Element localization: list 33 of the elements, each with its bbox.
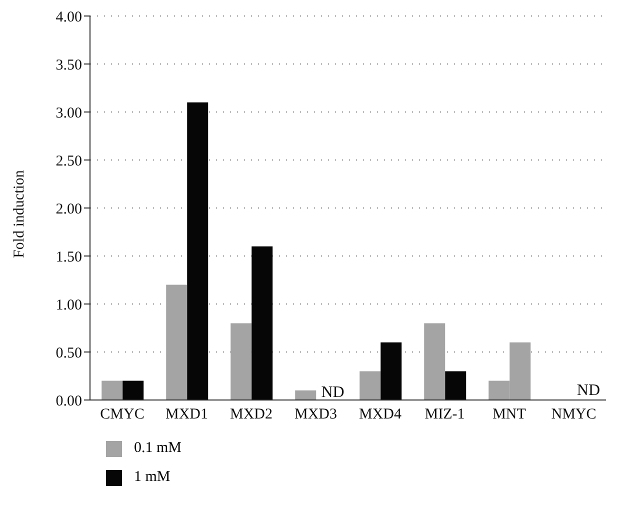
note-text: ND xyxy=(576,382,600,400)
y-tick-label: 3.50 xyxy=(56,57,82,74)
y-tick-label: 4.00 xyxy=(56,9,82,26)
bar xyxy=(445,371,466,400)
bar xyxy=(230,323,252,400)
bar xyxy=(380,342,402,400)
y-tick-label: 2.00 xyxy=(56,201,82,218)
bar xyxy=(424,323,446,400)
legend-label: 0.1 mM xyxy=(134,440,182,457)
y-tick-label: 0.50 xyxy=(56,345,82,362)
y-tick-label: 3.00 xyxy=(56,105,82,122)
bar xyxy=(102,380,123,400)
annotation: ND xyxy=(321,384,344,401)
bar xyxy=(187,102,208,400)
bar xyxy=(166,284,188,400)
y-tick-label: 2.50 xyxy=(56,153,82,170)
x-tick-label: MXD1 xyxy=(165,406,208,423)
bar xyxy=(295,390,316,400)
x-tick-label: MXD4 xyxy=(358,406,402,423)
x-tick-label: MXD3 xyxy=(294,406,338,423)
y-axis-title: Fold induction xyxy=(11,170,28,258)
x-tick-label: NMYC xyxy=(551,406,596,423)
bar xyxy=(252,246,273,400)
legend-label: 1 mM xyxy=(134,469,170,486)
x-tick-label: CMYC xyxy=(100,406,144,423)
x-tick-label: MNT xyxy=(492,406,526,423)
y-tick-label: 1.50 xyxy=(56,249,82,266)
y-tick-label: 0.00 xyxy=(56,393,82,410)
bar xyxy=(360,371,381,400)
x-tick-label: MIZ-1 xyxy=(424,406,465,423)
x-tick-label: MXD2 xyxy=(230,406,273,423)
y-tick-label: 1.00 xyxy=(56,297,82,314)
bar xyxy=(122,380,144,400)
